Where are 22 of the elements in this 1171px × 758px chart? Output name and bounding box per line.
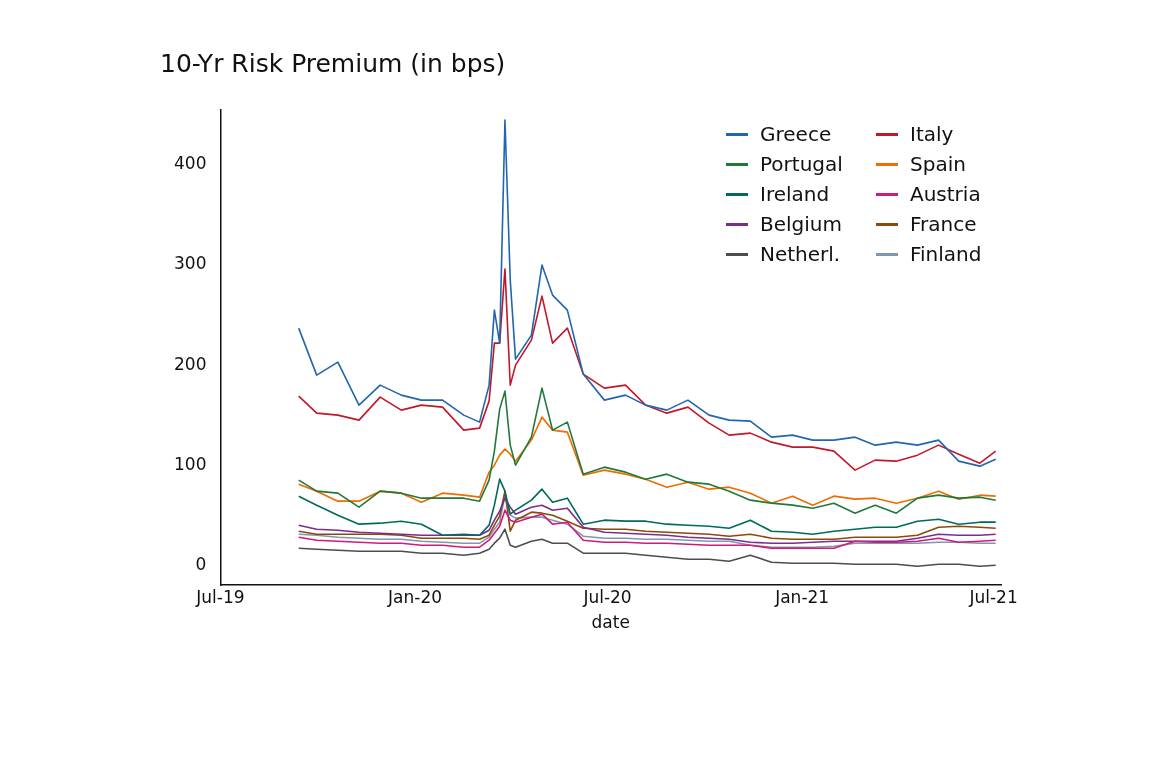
x-tick-label: Jul-21 — [968, 586, 1018, 607]
legend-label: Finland — [910, 242, 982, 266]
legend-label: Spain — [910, 152, 966, 176]
y-tick-label: 100 — [173, 453, 207, 474]
legend-label: Netherl. — [760, 242, 841, 266]
x-tick-label: Jan-21 — [774, 586, 830, 607]
legend-label: Portugal — [760, 152, 843, 176]
y-tick-label: 400 — [173, 153, 207, 174]
chart-title: 10-Yr Risk Premium (in bps) — [160, 48, 506, 78]
legend-label: Greece — [760, 122, 832, 146]
x-axis-title: date — [591, 612, 630, 633]
y-tick-label: 0 — [195, 553, 207, 574]
legend-label: Italy — [910, 122, 954, 146]
legend-label: Belgium — [760, 212, 842, 236]
legend-label: Ireland — [760, 182, 830, 206]
x-tick-label: Jan-20 — [387, 586, 443, 607]
legend-label: Austria — [910, 182, 981, 206]
y-tick-label: 200 — [173, 353, 207, 374]
x-tick-label: Jul-20 — [582, 586, 632, 607]
legend-label: France — [910, 212, 977, 236]
x-tick-label: Jul-19 — [195, 586, 245, 607]
y-tick-label: 300 — [173, 253, 207, 274]
